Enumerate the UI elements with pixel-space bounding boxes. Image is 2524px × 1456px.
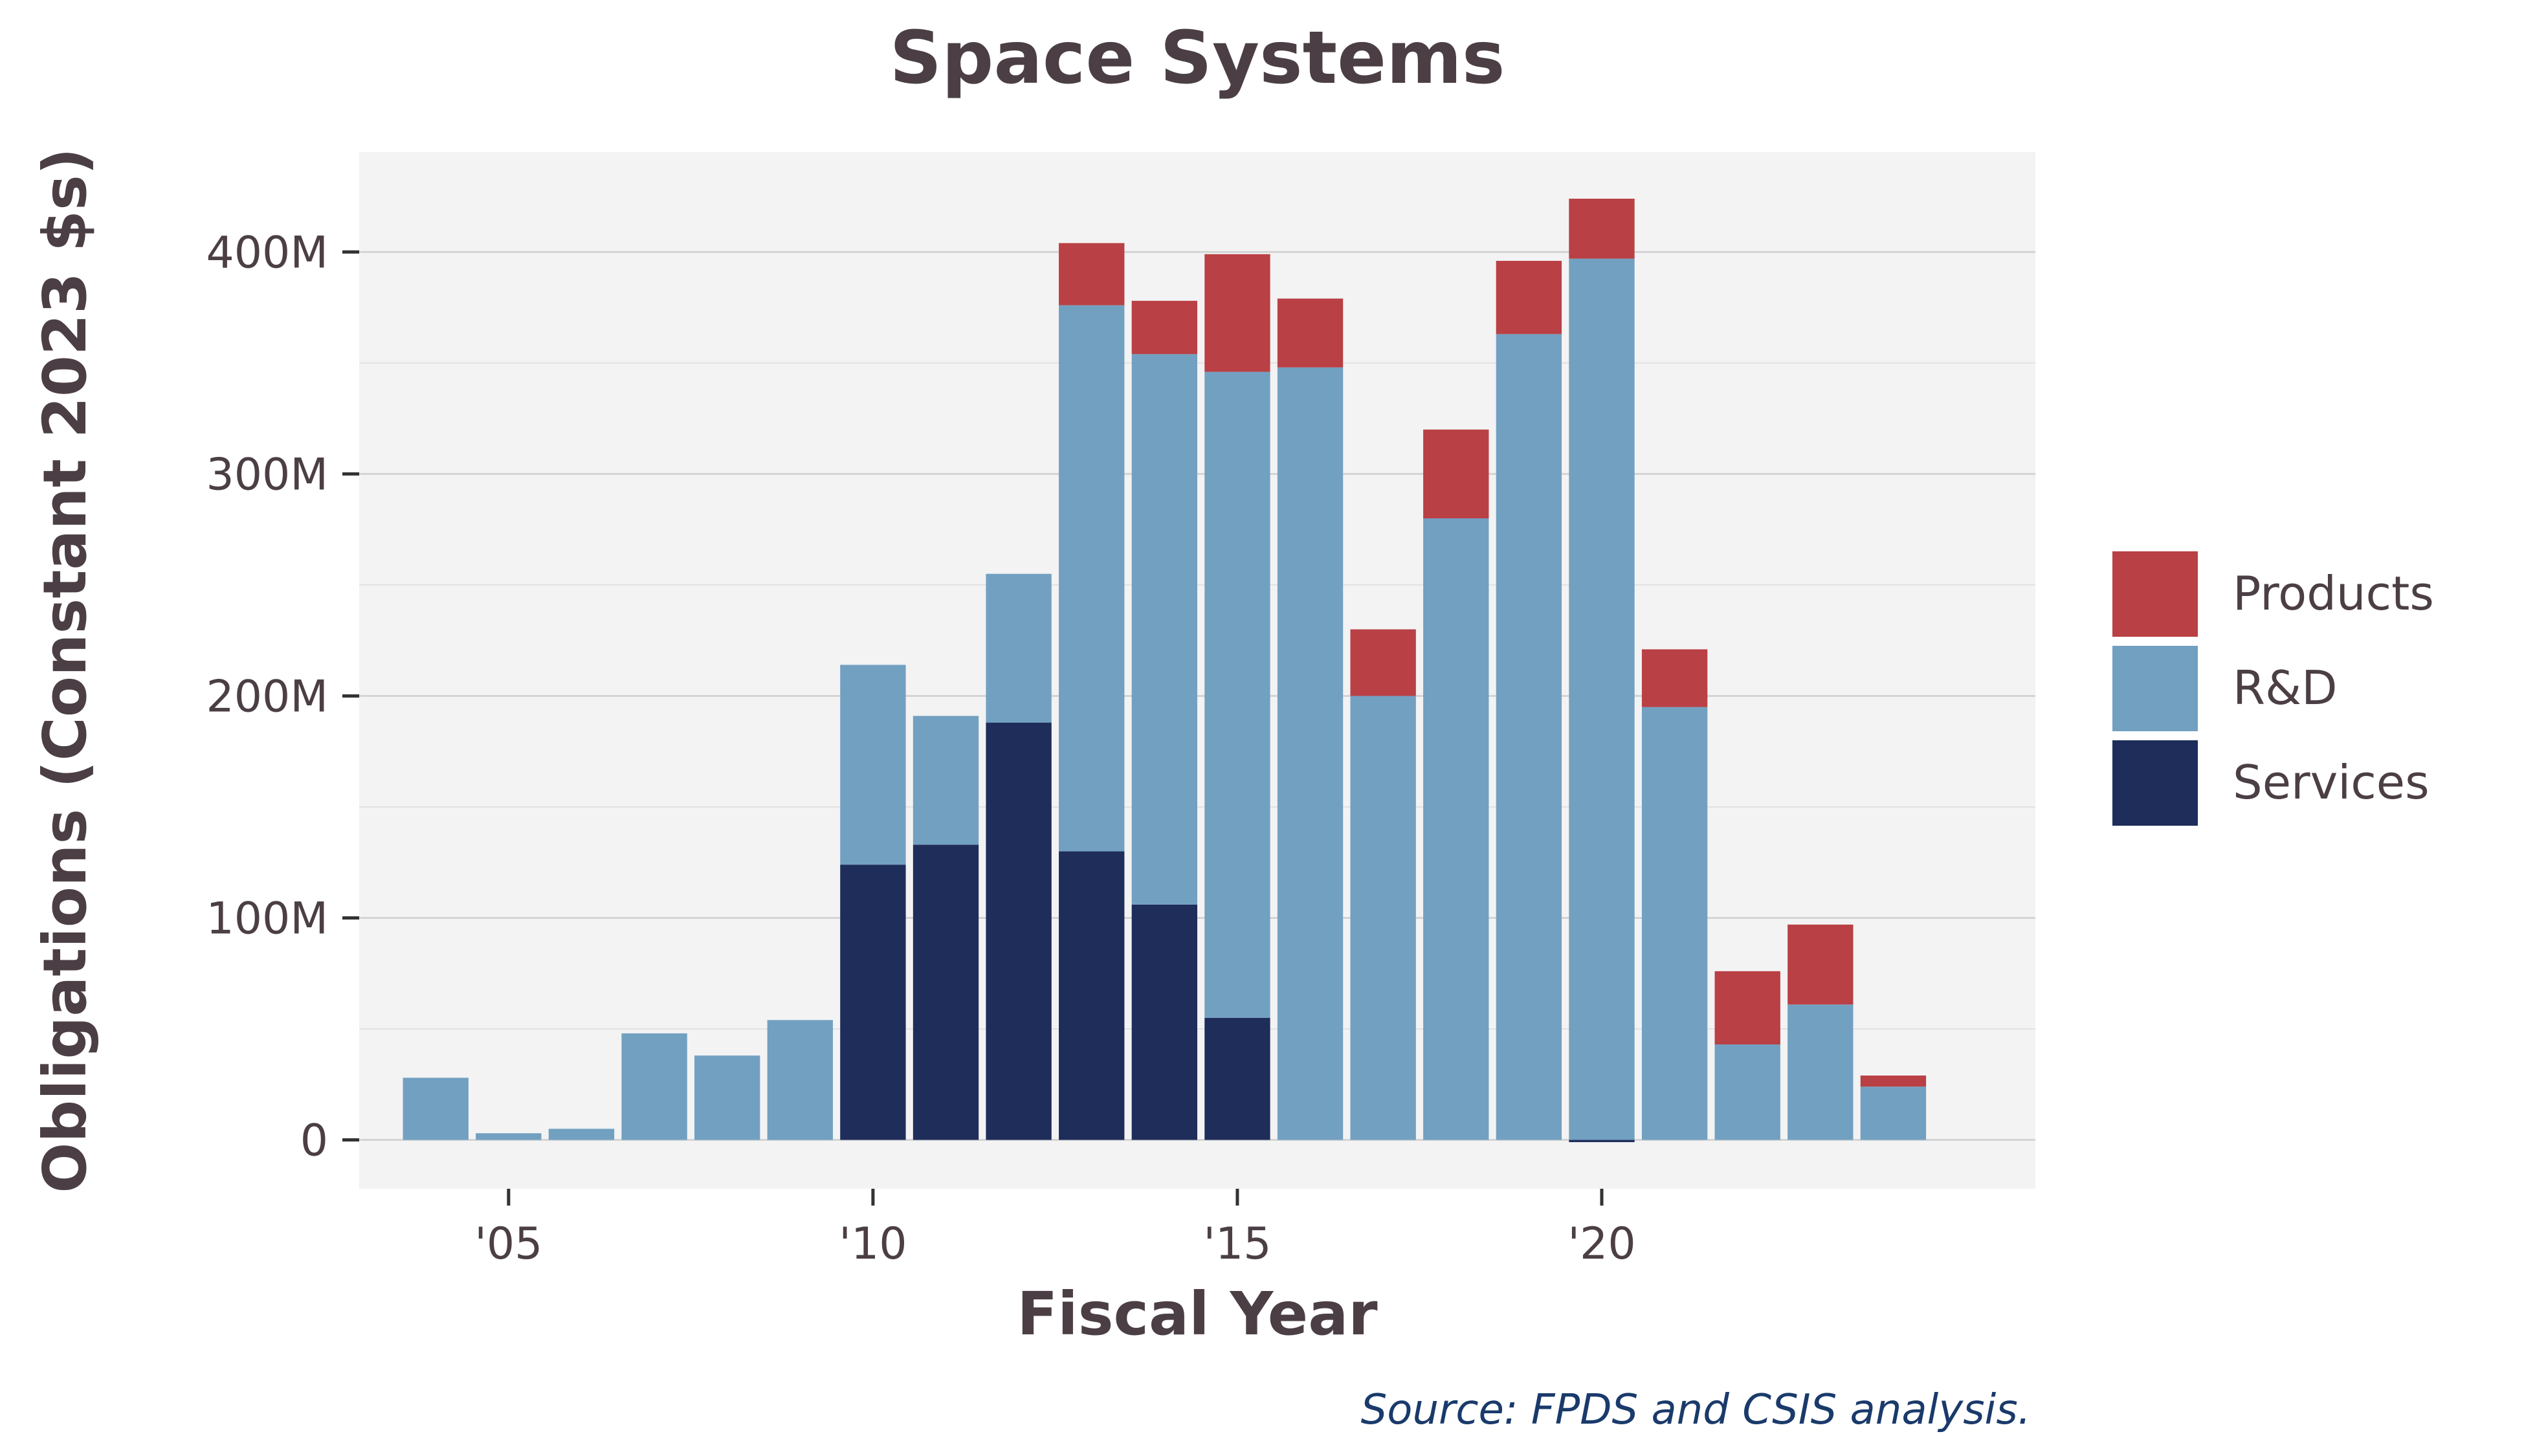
- bar-segment-rd-2019: [1496, 334, 1562, 1140]
- bar-segment-services-2015: [1204, 1017, 1270, 1140]
- y-tick-label: 200M: [206, 671, 328, 722]
- bar-segment-rd-2018: [1423, 518, 1489, 1140]
- x-axis-title: Fiscal Year: [1017, 1279, 1378, 1349]
- y-tick-label: 100M: [206, 893, 328, 944]
- bar-segment-services-2013: [1059, 851, 1125, 1140]
- bar-segment-rd-2024: [1860, 1086, 1927, 1140]
- bar-segment-rd-2008: [694, 1055, 760, 1140]
- bar-segment-services-2012: [986, 722, 1052, 1140]
- y-tick-label: 300M: [206, 449, 328, 500]
- bar-segment-products-2023: [1788, 924, 1854, 1005]
- bar-segment-rd-2022: [1714, 1044, 1780, 1140]
- bar-segment-products-2024: [1860, 1075, 1927, 1087]
- bar-segment-rd-2007: [621, 1033, 687, 1140]
- bar-segment-products-2018: [1423, 429, 1489, 519]
- y-tick-label: 400M: [206, 227, 328, 278]
- x-tick-label: '15: [1203, 1219, 1271, 1270]
- chart-title: Space Systems: [890, 16, 1505, 100]
- x-axis-ticks: '05 '10 '15 '20: [474, 1189, 1636, 1270]
- bar-segment-products-2013: [1059, 243, 1125, 305]
- x-tick-label: '10: [839, 1219, 907, 1270]
- legend-label-services: Services: [2233, 755, 2430, 810]
- bar-segment-services-2011: [913, 844, 979, 1140]
- bar-segment-rd-2009: [767, 1020, 833, 1140]
- bar-segment-products-2016: [1277, 298, 1344, 368]
- bar-segment-rd-2021: [1641, 707, 1708, 1140]
- legend-label-rd: R&D: [2233, 661, 2338, 715]
- bar-segment-products-2015: [1204, 254, 1270, 372]
- y-axis-title: Obligations (Constant 2023 $s): [30, 148, 100, 1193]
- legend-key-rd: [2110, 643, 2200, 734]
- bars: [403, 199, 1927, 1142]
- source-note: Source: FPDS and CSIS analysis.: [1361, 1386, 2031, 1434]
- bar-segment-rd-2023: [1788, 1004, 1854, 1140]
- bar-segment-services-2014: [1131, 904, 1197, 1140]
- legend-label-products: Products: [2233, 566, 2434, 621]
- bar-segment-rd-2012: [986, 573, 1052, 723]
- y-tick-label: 0: [300, 1116, 328, 1167]
- x-tick-label: '05: [474, 1219, 542, 1270]
- bar-segment-rd-2010: [840, 665, 906, 865]
- y-axis-ticks: 0 100M 200M 300M 400M: [206, 227, 359, 1167]
- bar-segment-rd-2011: [913, 716, 979, 845]
- bar-segment-products-2014: [1131, 300, 1197, 355]
- bar-segment-rd-2016: [1277, 367, 1344, 1140]
- bar-segment-rd-2015: [1204, 371, 1270, 1018]
- legend-key-products: [2110, 549, 2200, 639]
- bar-segment-products-2022: [1714, 971, 1780, 1045]
- legend-key-services: [2110, 738, 2200, 828]
- bar-segment-products-2020: [1569, 199, 1635, 259]
- bar-segment-products-2019: [1496, 261, 1562, 335]
- bar-segment-rd-2020: [1569, 258, 1635, 1140]
- bar-segment-rd-2014: [1131, 354, 1197, 905]
- x-tick-label: '20: [1567, 1219, 1635, 1270]
- legend: Products R&D Services: [2110, 549, 2434, 828]
- bar-segment-products-2017: [1350, 629, 1416, 696]
- bar-segment-rd-2005: [476, 1133, 542, 1140]
- bar-segment-rd-2004: [403, 1077, 469, 1140]
- bar-segment-products-2021: [1641, 649, 1708, 707]
- bar-segment-rd-2013: [1059, 305, 1125, 852]
- bar-segment-services-2010: [840, 865, 906, 1140]
- bar-segment-rd-2006: [548, 1129, 615, 1140]
- bar-segment-rd-2017: [1350, 696, 1416, 1140]
- bar-segment-services-2020: [1569, 1140, 1635, 1142]
